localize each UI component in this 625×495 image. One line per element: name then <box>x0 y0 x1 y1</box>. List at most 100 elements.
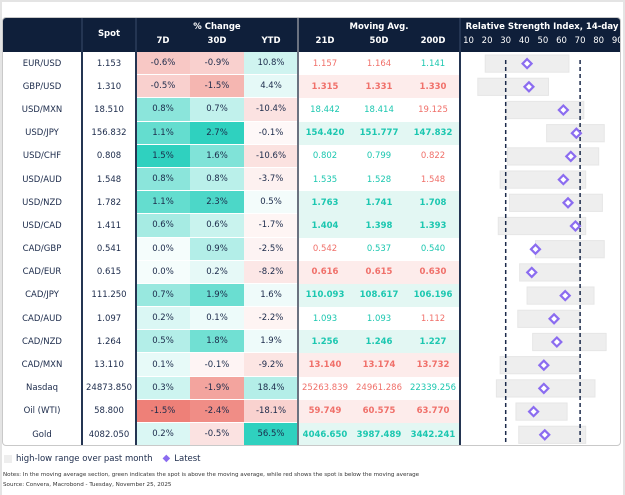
rsi-latest-marker <box>525 266 538 279</box>
pct-change-d7: 1.1% <box>136 191 190 215</box>
header-7d: 7D <box>156 36 170 46</box>
range-swatch-icon <box>4 454 12 463</box>
ma-row-highlight <box>298 399 460 423</box>
ma-row-highlight <box>298 283 460 308</box>
pct-change-d30: 0.7% <box>190 98 244 122</box>
rsi-latest-marker <box>570 127 583 140</box>
instrument-name: Oil (WTI) <box>23 406 61 417</box>
ma-row-highlight <box>298 423 460 445</box>
legend-range: high-low range over past month <box>16 453 153 464</box>
rsi-latest-marker <box>522 80 536 93</box>
spot-value: 0.808 <box>96 151 122 162</box>
moving-avg-50d: 1.331 <box>365 81 393 92</box>
instrument-name: Gold <box>32 429 52 440</box>
spot-value: 0.615 <box>96 267 122 278</box>
pct-change-d30: 1.6% <box>190 144 244 168</box>
instrument-name: CAD/AUD <box>22 313 62 324</box>
moving-avg-21d: 25263.839 <box>302 383 348 394</box>
moving-avg-21d: 0.802 <box>312 151 338 162</box>
rsi-tick-label: 70 <box>574 36 586 46</box>
spot-value: 13.110 <box>94 360 124 371</box>
moving-avg-200d: 1.393 <box>419 220 447 231</box>
header-21d: 21D <box>315 36 335 46</box>
moving-avg-50d: 1.398 <box>365 220 393 231</box>
moving-avg-50d: 0.537 <box>366 244 392 255</box>
moving-avg-200d: 0.630 <box>419 267 447 278</box>
table-row: USD/CAD 1.411 0.6% 0.6% -1.7% 1.404 1.398 1.393 <box>3 214 620 238</box>
moving-avg-200d: 106.196 <box>413 290 453 301</box>
pct-change-d30: 1.9% <box>190 283 244 308</box>
fx-dashboard-table: Spot % Change 7D 30D YTD Moving Avg. 21D… <box>2 17 621 446</box>
pct-change-d30: 0.2% <box>190 260 244 284</box>
rsi-latest-marker <box>527 405 540 418</box>
pct-change-ytd: -0.1% <box>244 121 298 145</box>
instrument-name: USD/CAD <box>22 220 62 231</box>
pct-change-d30: 0.8% <box>190 167 244 192</box>
rsi-range-bar <box>508 193 603 212</box>
moving-avg-21d: 110.093 <box>305 290 345 301</box>
moving-avg-21d: 18.442 <box>310 104 340 115</box>
pct-change-d7: 0.5% <box>136 330 190 354</box>
table-row: USD/JPY 156.832 1.1% 2.7% -0.1% 154.420 151.77… <box>3 121 620 145</box>
moving-avg-50d: 1.246 <box>365 336 393 347</box>
instrument-name: USD/JPY <box>25 128 59 139</box>
pct-change-ytd: 10.8% <box>244 52 298 76</box>
rsi-tick-label: 90 <box>611 36 620 46</box>
pct-change-ytd: -2.5% <box>244 237 298 261</box>
pct-change-d30: -0.5% <box>190 423 244 445</box>
table-row: EUR/USD 1.153 -0.6% -0.9% 10.8% 1.157 1.164 1.1… <box>3 52 620 76</box>
rsi-latest-marker <box>569 219 582 233</box>
pct-change-d7: 0.0% <box>136 237 190 261</box>
header-spot: Spot <box>97 29 121 39</box>
diamond-icon: ◆ <box>162 453 171 464</box>
spot-value: 1.264 <box>96 336 122 347</box>
instrument-name: CAD/NZD <box>22 336 62 347</box>
header-30d: 30D <box>207 36 227 46</box>
rsi-latest-marker <box>564 150 577 163</box>
rsi-range-bar <box>477 77 549 96</box>
table-row: CAD/JPY 111.250 0.7% 1.9% 1.6% 110.093 108.617… <box>3 283 620 308</box>
pct-change-ytd: 0.5% <box>244 191 298 215</box>
ma-row-highlight <box>298 214 460 238</box>
pct-change-d30: 2.3% <box>190 191 244 215</box>
ma-row-highlight <box>298 121 460 145</box>
moving-avg-50d: 1.528 <box>366 174 392 185</box>
table-row: USD/AUD 1.548 0.8% 0.8% -3.7% 1.535 1.528 1.548 <box>3 167 620 192</box>
moving-avg-200d: 1.112 <box>420 313 446 324</box>
pct-change-ytd: -9.2% <box>244 353 298 377</box>
pct-change-d30: 0.9% <box>190 237 244 261</box>
moving-avg-200d: 147.832 <box>413 128 453 139</box>
pct-change-d30: -1.5% <box>190 75 244 99</box>
instrument-name: USD/MXN <box>21 104 63 115</box>
instrument-name: CAD/JPY <box>25 290 59 301</box>
rsi-tick-label: 10 <box>463 36 474 46</box>
table-row: CAD/NZD 1.264 0.5% 1.8% 1.9% 1.256 1.246 1.227 <box>3 330 620 354</box>
rsi-latest-marker <box>538 428 551 441</box>
table-header: Spot % Change 7D 30D YTD Moving Avg. 21D… <box>3 18 620 52</box>
rsi-latest-marker <box>557 173 570 186</box>
spot-value: 18.510 <box>94 104 124 115</box>
moving-avg-200d: 1.708 <box>419 197 447 208</box>
rsi-latest-marker <box>529 243 542 256</box>
rsi-range-bar <box>532 332 607 352</box>
instrument-name: EUR/USD <box>22 58 62 69</box>
moving-avg-50d: 0.615 <box>365 267 393 278</box>
instrument-name: USD/CHF <box>22 151 62 162</box>
rsi-tick-label: 20 <box>481 36 493 46</box>
moving-avg-200d: 1.548 <box>420 174 446 185</box>
spot-value: 58.800 <box>94 406 124 417</box>
table-row: CAD/EUR 0.615 0.0% 0.2% -8.2% 0.616 0.615 0.630 <box>3 260 620 284</box>
moving-avg-21d: 154.420 <box>305 128 345 139</box>
rsi-range-bar <box>507 147 600 166</box>
pct-change-ytd: -10.4% <box>244 98 298 122</box>
spot-value: 111.250 <box>91 290 127 301</box>
rsi-tick-label: 60 <box>556 36 567 46</box>
rsi-latest-marker <box>521 57 534 70</box>
moving-avg-200d: 0.540 <box>420 244 446 255</box>
pct-change-d30: 0.6% <box>190 214 244 238</box>
pct-change-ytd: 1.9% <box>244 330 298 354</box>
moving-avg-50d: 1.741 <box>365 197 393 208</box>
ma-row-highlight <box>298 191 460 215</box>
pct-change-d7: 1.5% <box>136 144 190 168</box>
instrument-name: GBP/USD <box>22 81 62 92</box>
